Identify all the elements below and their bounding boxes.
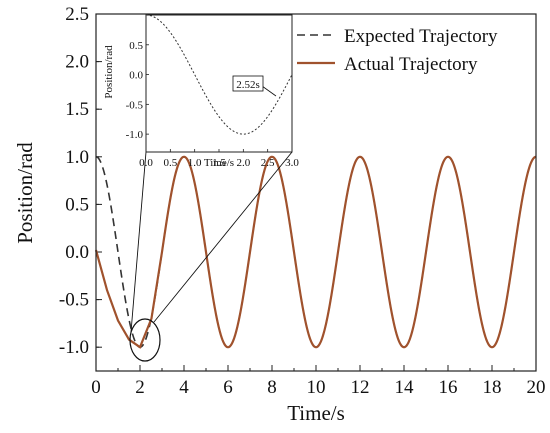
x-tick-label: 18 bbox=[483, 377, 502, 398]
x-tick-label: 0 bbox=[91, 377, 101, 398]
y-tick-label: 2.5 bbox=[65, 4, 89, 25]
zoom-connector-right bbox=[153, 151, 293, 323]
inset-annotation-box bbox=[232, 75, 264, 92]
zoom-callout bbox=[129, 151, 293, 362]
inset-y-tick-label: 0.5 bbox=[129, 40, 143, 52]
x-axis-title: Time/s bbox=[287, 401, 345, 425]
y-tick-label: 1.5 bbox=[65, 99, 89, 120]
inset-x-tick-label: 0.5 bbox=[163, 157, 177, 169]
y-tick-label: 0.0 bbox=[65, 242, 89, 263]
inset-x-tick-label: 1.0 bbox=[188, 157, 202, 169]
inset-x-tick-label: 3.0 bbox=[285, 157, 299, 169]
inset-x-axis-title: Time/s bbox=[204, 157, 234, 169]
zoom-ellipse bbox=[129, 318, 161, 362]
x-tick-label: 10 bbox=[307, 377, 326, 398]
y-axis-title: Position/rad bbox=[13, 142, 37, 244]
series-actual-trajectory bbox=[94, 155, 537, 349]
inset-y-axis-title: Position/rad bbox=[103, 45, 115, 99]
legend-label-expected: Expected Trajectory bbox=[344, 26, 498, 47]
inset-background bbox=[145, 14, 293, 153]
inset-annotation-text: 2.52s bbox=[236, 79, 260, 91]
legend: Expected Trajectory Actual Trajectory bbox=[297, 26, 498, 75]
plot-frame bbox=[95, 13, 537, 372]
inset-ticks: 0.0 0.5 1.0 1.5 2.0 2.5 3.0 -1.0 -0.5 0.0 0.5 bbox=[126, 40, 300, 169]
y-tick-label: -1.0 bbox=[59, 337, 89, 358]
inset-y-tick-label: -0.5 bbox=[126, 99, 144, 111]
inset-annotation-leader bbox=[261, 85, 277, 97]
inset-x-tick-label: 0.0 bbox=[139, 157, 153, 169]
inset-y-tick-label: 0.0 bbox=[129, 70, 143, 82]
inset-y-tick-label: -1.0 bbox=[126, 129, 144, 141]
y-tick-label: 1.0 bbox=[65, 147, 89, 168]
inset-series bbox=[145, 14, 293, 135]
x-tick-label: 12 bbox=[351, 377, 370, 398]
legend-label-actual: Actual Trajectory bbox=[344, 54, 478, 75]
y-tick-label: -0.5 bbox=[59, 290, 89, 311]
x-tick-label: 14 bbox=[395, 377, 415, 398]
x-tick-label: 4 bbox=[179, 377, 189, 398]
x-tick-label: 6 bbox=[223, 377, 233, 398]
x-tick-label: 8 bbox=[267, 377, 277, 398]
x-tick-label: 16 bbox=[439, 377, 458, 398]
y-tick-label: 2.0 bbox=[65, 52, 89, 73]
x-tick-label: 20 bbox=[527, 377, 546, 398]
zoom-connector-left bbox=[130, 151, 147, 333]
inset-x-tick-label: 1.5 bbox=[212, 157, 226, 169]
inset-plot: 0.0 0.5 1.0 1.5 2.0 2.5 3.0 -1.0 -0.5 0.0 0.5 2.52… bbox=[103, 14, 300, 169]
x-tick-label: 2 bbox=[135, 377, 145, 398]
y-tick-label: 0.5 bbox=[65, 194, 89, 215]
main-tick-labels: 0 2 4 6 8 10 12 14 16 18 20 -1.0 -0.5 0.0 0.5 1.0 1.5 2.0… bbox=[59, 4, 546, 398]
inset-x-tick-label: 2.5 bbox=[261, 157, 275, 169]
inset-x-tick-label: 2.0 bbox=[236, 157, 250, 169]
